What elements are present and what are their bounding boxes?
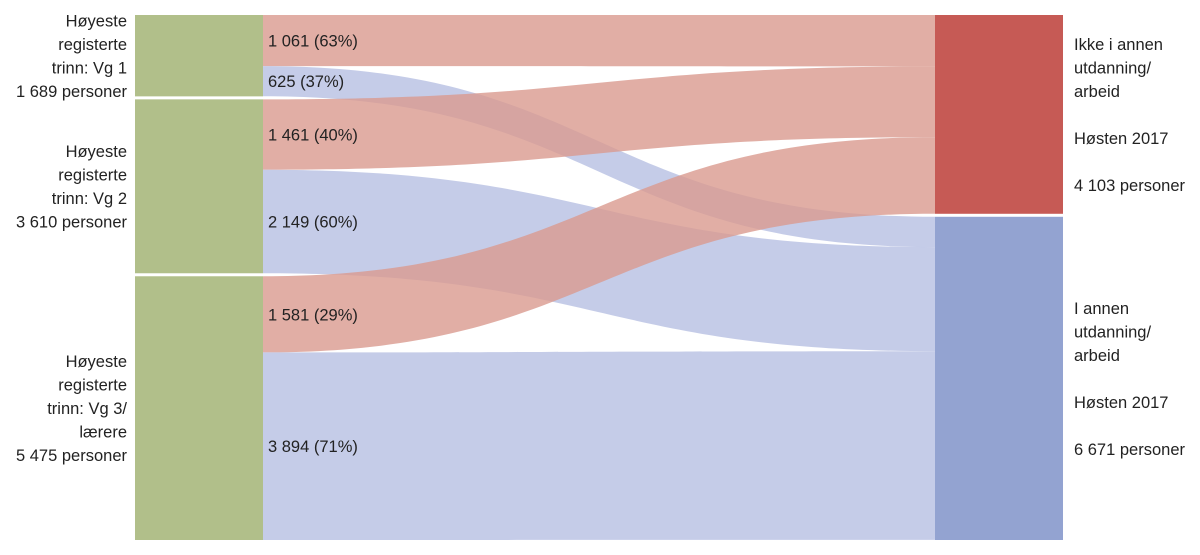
flow-vg1-ikke — [263, 15, 935, 67]
flow-label-vg1-ikke: 1 061 (63%) — [268, 33, 358, 51]
target-label-ikke: Ikke i annen utdanning/arbeid Høsten 2017 4… — [1074, 36, 1186, 195]
flow-label-vg3-ikke: 1 581 (29%) — [268, 306, 358, 324]
source-node-vg2 — [135, 99, 263, 274]
target-label-annen: I annen utdanning/arbeid Høsten 2017 6 671 … — [1074, 300, 1186, 459]
source-node-vg1 — [135, 15, 263, 97]
target-node-annen — [935, 216, 1063, 541]
source-node-vg3 — [135, 276, 263, 540]
flow-label-vg2-annen: 2 149 (60%) — [268, 214, 358, 232]
target-node-ikke — [935, 15, 1063, 214]
flow-vg3-annen — [263, 351, 935, 540]
flow-label-vg2-ikke: 1 461 (40%) — [268, 127, 358, 145]
nodes — [135, 15, 1063, 541]
source-label-vg3: Høyeste registerte trinn: Vg 3/lærere 5 475… — [16, 353, 128, 465]
flow-label-vg3-annen: 3 894 (71%) — [268, 438, 358, 456]
labels: 1 061 (63%) 625 (37%) 1 461 (40%) 2 149 (60… — [16, 12, 1186, 465]
flow-vg2-ikke — [263, 66, 935, 170]
flow-vg3-ikke — [263, 137, 935, 353]
flows — [263, 15, 935, 540]
flow-label-vg1-annen: 625 (37%) — [268, 73, 344, 91]
